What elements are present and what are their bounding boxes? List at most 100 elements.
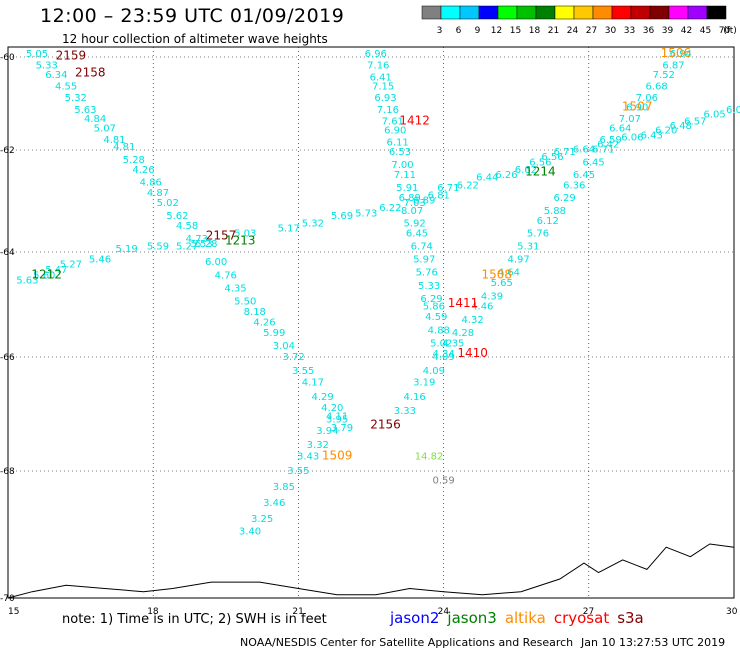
swh-value-label: 6.87 <box>662 61 684 72</box>
swh-value-label: 8.07 <box>401 206 423 217</box>
swh-value-label: 5.33 <box>418 281 440 292</box>
colorbar-label: 9 <box>475 26 481 36</box>
swh-value-label: 6.93 <box>374 93 396 104</box>
latitude-tick-label: -62 <box>0 146 15 156</box>
pass-time-label: 1506 <box>661 46 692 60</box>
pass-time-label: 1410 <box>457 346 488 360</box>
swh-value-label: 4.64 <box>498 268 520 279</box>
swh-value-label: 5.19 <box>115 244 137 255</box>
swh-value-label: 3.19 <box>413 378 435 389</box>
map-frame <box>7 46 735 599</box>
colorbar-swatch <box>516 5 537 20</box>
swh-value-label: 6.89 <box>399 193 421 204</box>
swh-value-label: 6.89 <box>413 196 435 207</box>
swh-value-label: 6.44 <box>476 173 498 184</box>
swh-value-label: 14.82 <box>415 452 444 463</box>
colorbar-swatch <box>554 5 575 20</box>
swh-value-label: 4.84 <box>84 114 106 125</box>
swh-value-label: 5.53 <box>190 239 212 250</box>
swh-value-label: 0.59 <box>432 476 454 487</box>
swh-value-label: 7.16 <box>377 105 399 116</box>
longitude-tick-label: 15 <box>8 607 19 617</box>
swh-value-label: 3.46 <box>263 498 285 509</box>
legend-item-jason3: jason3 <box>447 609 497 627</box>
pass-time-label: 1214 <box>525 165 556 179</box>
pass-time-label: 2158 <box>75 66 106 80</box>
pass-time-label: 1508 <box>482 267 513 281</box>
pass-time-label: 2157 <box>206 228 237 242</box>
swh-value-label: 5.50 <box>234 297 256 308</box>
swh-value-label: 4.35 <box>224 283 246 294</box>
swh-value-label: 4.76 <box>215 270 237 281</box>
swh-value-label: 3.94 <box>316 426 338 437</box>
swh-value-label: 7.52 <box>653 70 675 81</box>
colorbar-swatch <box>592 5 613 20</box>
colorbar-label: 3 <box>437 26 443 36</box>
swh-value-label: 3.04 <box>273 341 295 352</box>
longitude-tick-label: 21 <box>292 607 303 617</box>
colorbar-swatch <box>478 5 499 20</box>
swh-value-label: 5.63 <box>74 105 96 116</box>
swh-value-label: 6.68 <box>645 82 667 93</box>
swh-value-label: 6.29 <box>553 193 575 204</box>
swh-value-label: 5.88 <box>544 206 566 217</box>
swh-value-label: 6.41 <box>370 72 392 83</box>
swh-value-label: 4.97 <box>507 255 529 266</box>
pass-time-label: 1412 <box>399 113 430 127</box>
swh-value-label: 6.90 <box>626 103 648 114</box>
swh-value-label: 5.28 <box>123 155 145 166</box>
swh-value-label: 4.81 <box>113 142 135 153</box>
longitude-tick-label: 27 <box>583 607 594 617</box>
swh-value-label: 4.32 <box>461 315 483 326</box>
swh-value-label: 6.06 <box>621 133 643 144</box>
swh-value-label: 6.20 <box>655 126 677 137</box>
swh-value-label: 6.71 <box>592 145 614 156</box>
swh-value-label: 5.97 <box>413 255 435 266</box>
legend-item-cryosat: cryosat <box>553 609 610 627</box>
swh-value-label: 5.65 <box>491 278 513 289</box>
swh-value-label: 5.07 <box>94 123 116 134</box>
swh-value-label: 4.17 <box>302 378 324 389</box>
swh-value-label: 3.55 <box>287 466 309 477</box>
swh-value-label: 7.15 <box>372 82 394 93</box>
colorbar-label: 42 <box>681 26 692 36</box>
swh-value-label: 5.76 <box>416 268 438 279</box>
footer-note: note: 1) Time is in UTC; 2) SWH is in fe… <box>62 612 327 627</box>
latitude-tick-label: -70 <box>0 594 15 604</box>
swh-value-label: 6.45 <box>582 157 604 168</box>
swh-value-label: 6.62 <box>515 165 537 176</box>
swh-value-label: 7.16 <box>367 61 389 72</box>
swh-value-label: 4.55 <box>55 82 77 93</box>
pass-time-label: 1509 <box>322 449 353 463</box>
swh-value-label: 3.40 <box>239 527 261 538</box>
longitude-tick-label: 30 <box>726 607 738 617</box>
pass-time-label: 1507 <box>622 100 653 114</box>
swh-value-label: 7.61 <box>382 116 404 127</box>
swh-value-label: 5.03 <box>234 229 256 240</box>
swh-value-label: 6.90 <box>384 126 406 137</box>
swh-value-label: 6.05 <box>703 109 725 120</box>
swh-value-label: 4.73 <box>186 234 208 245</box>
colorbar-label: 33 <box>624 26 635 36</box>
swh-value-label: 6.45 <box>406 229 428 240</box>
map-subtitle: 12 hour collection of altimeter wave hei… <box>62 32 328 46</box>
colorbar-label: 15 <box>510 26 521 36</box>
colorbar-swatch <box>535 5 556 20</box>
pass-time-label: 2156 <box>370 417 401 431</box>
swh-value-label: 6.96 <box>365 49 387 60</box>
colorbar-swatch <box>459 5 480 20</box>
colorbar-swatch <box>421 5 442 20</box>
swh-value-label: 4.58 <box>176 221 198 232</box>
colorbar-label: 6 <box>456 26 462 36</box>
swh-value-label: 6.74 <box>411 242 433 253</box>
swh-value-label: 6.64 <box>609 123 631 134</box>
swh-value-label: 6.71 <box>437 183 459 194</box>
colorbar-swatch <box>611 5 632 20</box>
swh-value-label: 6.11 <box>386 137 408 148</box>
swh-value-label: 3.25 <box>251 514 273 525</box>
longitude-tick-label: 18 <box>147 607 159 617</box>
swh-value-label: 4.09 <box>423 366 445 377</box>
swh-value-label: 6.22 <box>379 203 401 214</box>
swh-value-label: 3.79 <box>331 423 353 434</box>
swh-value-label: 5.32 <box>302 219 324 230</box>
